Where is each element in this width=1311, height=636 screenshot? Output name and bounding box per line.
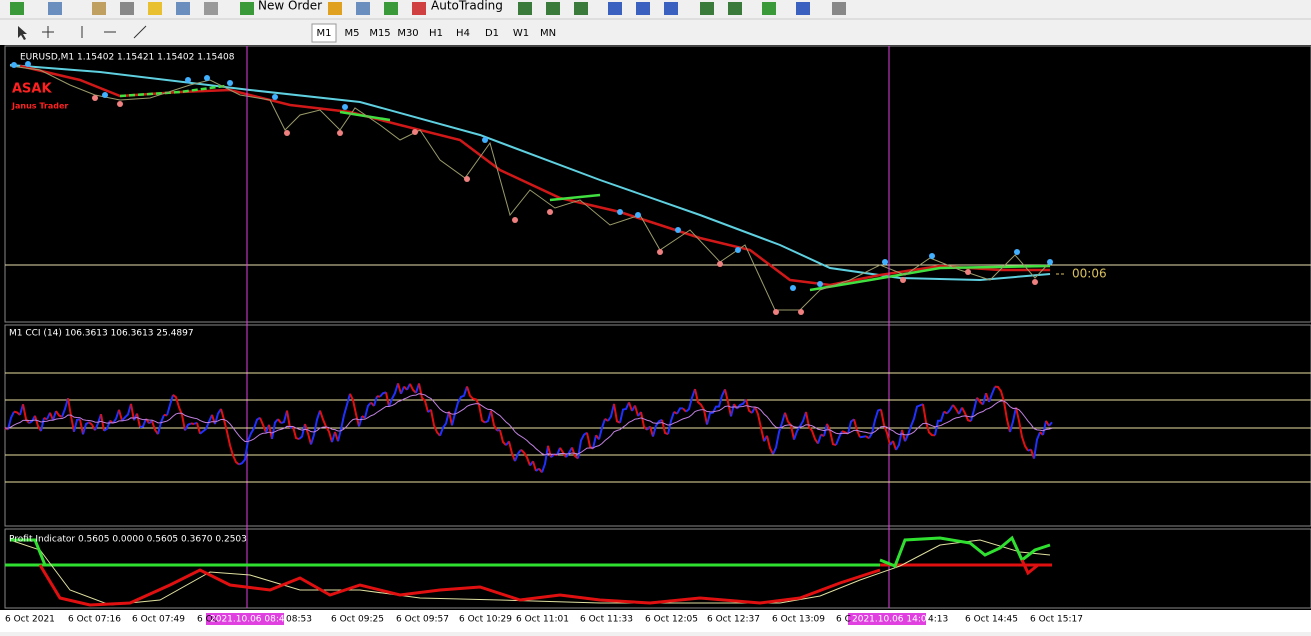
brand-label: ASAK (12, 82, 52, 97)
time-label: 6 Oct 09:57 (396, 615, 449, 625)
cci-header: M1 CCI (14) 106.3613 106.3613 25.4897 (9, 329, 194, 339)
fractal-dot (773, 309, 779, 315)
fractal-dot (284, 130, 290, 136)
timeframe-button[interactable]: D1 (485, 28, 499, 39)
timeframe-button[interactable]: MN (540, 28, 556, 39)
fractal-dot (617, 209, 623, 215)
time-label: 6 Oct 13:09 (772, 615, 825, 625)
fractal-dot (412, 129, 418, 135)
time-label: 6 Oct 2021 (5, 615, 55, 625)
time-label: 4:13 (928, 615, 948, 625)
fractal-dot (272, 94, 278, 100)
fractal-dot (882, 259, 888, 265)
fractal-dot (464, 176, 470, 182)
fractal-dot (11, 62, 17, 68)
time-label: 6 Oct 12:05 (645, 615, 698, 625)
cci-up (860, 436, 866, 437)
main-header: EURUSD,M1 1.15402 1.15421 1.15402 1.1540… (20, 53, 235, 63)
fractal-dot (790, 285, 796, 291)
fractal-dot (482, 137, 488, 143)
timeframe-button[interactable]: M15 (369, 28, 390, 39)
time-label: 6 Oct 15:17 (1030, 615, 1083, 625)
fractal-dot (965, 269, 971, 275)
timeframe-button[interactable]: M30 (397, 28, 418, 39)
autotrading-button[interactable]: AutoTrading (431, 0, 503, 13)
fractal-dot (204, 75, 210, 81)
fractal-dot (735, 247, 741, 253)
time-label: 6 Oct 07:16 (68, 615, 121, 625)
fractal-dot (798, 309, 804, 315)
time-label: 6 Oct 07:49 (132, 615, 185, 625)
fractal-dot (185, 77, 191, 83)
time-label: 2021.10.06 14:07 (852, 615, 932, 625)
bar-countdown: 00:06 (1072, 267, 1107, 281)
fractal-dot (717, 261, 723, 267)
fractal-dot (547, 209, 553, 215)
fractal-dot (1014, 249, 1020, 255)
time-label: 6 C (836, 615, 851, 625)
fractal-dot (92, 95, 98, 101)
toolbar-bg (0, 0, 1311, 45)
cci-down (191, 423, 194, 424)
fractal-dot (227, 80, 233, 86)
time-label: 2021.10.06 08:46 (210, 615, 291, 625)
fractal-dot (1032, 279, 1038, 285)
timeframe-button[interactable]: H4 (456, 28, 470, 39)
fractal-dot (337, 130, 343, 136)
timeframe-button[interactable]: W1 (513, 28, 529, 39)
time-label: 08:53 (286, 615, 312, 625)
fractal-dot (635, 212, 641, 218)
fractal-dot (1047, 259, 1053, 265)
chart-bg (0, 45, 1311, 610)
fractal-dot (657, 249, 663, 255)
fractal-dot (817, 281, 823, 287)
fractal-dot (102, 92, 108, 98)
fractal-dot (929, 253, 935, 259)
fractal-dot (117, 101, 123, 107)
fractal-dot (675, 227, 681, 233)
new-order-button[interactable]: New Order (258, 0, 322, 13)
time-label: 6 Oct 11:01 (516, 615, 569, 625)
timeframe-button[interactable]: M5 (345, 28, 360, 39)
time-label: 6 Oct 12:37 (707, 615, 760, 625)
time-label: 6 Oct 10:29 (459, 615, 512, 625)
time-label: 6 Oct 14:45 (965, 615, 1018, 625)
brand-subtitle: Janus Trader (11, 102, 68, 111)
timeframe-button[interactable]: M1 (317, 28, 332, 39)
fractal-dot (512, 217, 518, 223)
timeframe-button[interactable]: H1 (429, 28, 443, 39)
time-label: 6 Oct 11:33 (580, 615, 633, 625)
time-label: 6 Oct 09:25 (331, 615, 384, 625)
profit-header: Profit Indicator 0.5605 0.0000 0.5605 0.… (9, 535, 247, 545)
fractal-dot (900, 277, 906, 283)
fractal-dot (342, 104, 348, 110)
